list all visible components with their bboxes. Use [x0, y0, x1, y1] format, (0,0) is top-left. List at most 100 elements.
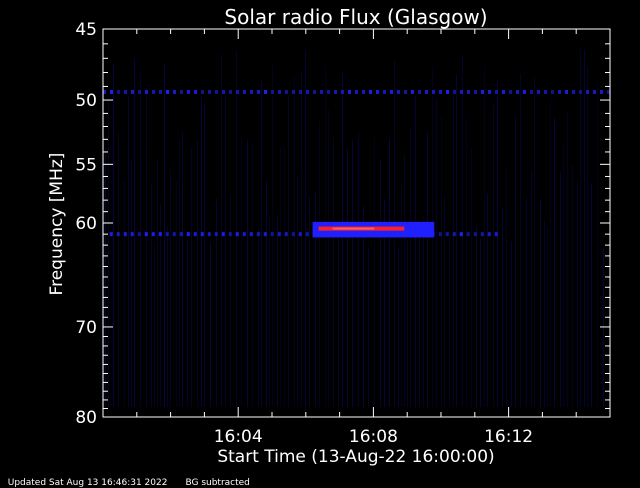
interference-mark: [228, 232, 232, 237]
interference-mark: [424, 232, 428, 237]
interference-mark: [249, 232, 253, 237]
noise-column: [427, 132, 428, 408]
noise-column: [333, 136, 334, 408]
interference-mark: [299, 89, 302, 94]
noise-column: [587, 66, 588, 407]
interference-mark: [446, 89, 449, 94]
interference-mark: [306, 89, 309, 94]
x-axis-label: Start Time (13-Aug-22 16:00:00): [217, 447, 494, 467]
noise-column: [294, 76, 295, 407]
noise-column: [134, 59, 135, 407]
noise-column: [404, 154, 405, 407]
noise-column: [266, 181, 267, 407]
chart-title: Solar radio Flux (Glasgow): [224, 5, 487, 29]
interference-mark: [453, 89, 456, 94]
interference-mark: [411, 89, 414, 94]
noise-column: [221, 53, 222, 408]
interference-mark: [488, 89, 491, 94]
interference-mark: [516, 89, 519, 94]
interference-mark: [530, 89, 533, 94]
noise-column: [297, 173, 298, 407]
x-tick-label: 16:08: [349, 427, 398, 447]
interference-mark: [579, 89, 582, 94]
noise-column: [534, 77, 535, 408]
interference-mark: [243, 89, 246, 94]
interference-mark: [131, 89, 134, 94]
interference-mark: [432, 89, 435, 94]
interference-mark: [544, 89, 547, 94]
footer: Updated Sat Aug 13 16:46:31 2022 BG subtr…: [2, 468, 268, 488]
noise-column: [572, 162, 573, 407]
interference-mark: [593, 89, 596, 94]
interference-mark: [145, 89, 148, 94]
noise-column: [352, 140, 353, 407]
interference-mark: [312, 232, 316, 237]
noise-column: [328, 109, 329, 407]
noise-column: [407, 240, 408, 407]
interference-mark: [340, 232, 344, 237]
noise-column: [167, 225, 168, 407]
noise-column: [531, 171, 532, 407]
noise-column: [358, 132, 359, 407]
interference-mark: [466, 232, 470, 237]
interference-mark: [235, 232, 239, 237]
noise-column: [201, 96, 202, 408]
noise-column: [480, 238, 481, 407]
interference-mark: [361, 232, 365, 237]
noise-column: [398, 247, 399, 407]
interference-mark: [165, 232, 169, 237]
interference-mark: [480, 232, 484, 237]
noise-column: [368, 246, 369, 407]
noise-column: [363, 206, 364, 407]
noise-column: [567, 110, 568, 407]
noise-column: [164, 64, 165, 407]
interference-mark: [389, 232, 393, 237]
interference-mark: [158, 232, 162, 237]
interference-mark: [166, 89, 169, 94]
interference-mark: [452, 232, 456, 237]
interference-mark: [376, 89, 379, 94]
noise-column: [462, 54, 463, 408]
y-tick-label: 50: [75, 91, 97, 111]
noise-column: [384, 199, 385, 407]
noise-column: [191, 148, 192, 407]
noise-column: [436, 99, 437, 407]
interference-mark: [474, 89, 477, 94]
interference-mark: [460, 89, 463, 94]
interference-mark: [600, 89, 603, 94]
interference-mark: [292, 89, 295, 94]
interference-mark: [151, 232, 155, 237]
noise-column: [160, 203, 161, 407]
interference-mark: [418, 89, 421, 94]
interference-mark: [404, 89, 407, 94]
noise-column: [179, 139, 180, 407]
interference-mark: [173, 89, 176, 94]
interference-mark: [509, 89, 512, 94]
interference-mark: [396, 232, 400, 237]
noise-column: [423, 215, 424, 407]
noise-column: [272, 65, 273, 407]
noise-column: [520, 73, 521, 407]
interference-mark: [403, 232, 407, 237]
noise-column: [247, 140, 248, 407]
noise-column: [140, 73, 141, 407]
interference-mark: [586, 89, 589, 94]
noise-column: [580, 49, 581, 407]
noise-column: [210, 242, 211, 407]
x-tick-label: 16:04: [214, 427, 263, 447]
noise-column: [449, 229, 450, 407]
noise-column: [415, 95, 416, 408]
y-axis: 45 50 55 60 70 80: [75, 20, 610, 428]
noise-column: [584, 49, 585, 408]
interference-mark: [256, 232, 260, 237]
interference-mark: [354, 232, 358, 237]
interference-mark: [277, 232, 281, 237]
interference-mark: [537, 89, 540, 94]
interference-mark: [110, 89, 113, 94]
noise-column: [410, 126, 411, 408]
noise-column: [128, 96, 129, 408]
noise-column: [261, 79, 262, 407]
noise-column: [124, 180, 125, 407]
x-axis: 16:04 16:08 16:12: [136, 29, 577, 447]
